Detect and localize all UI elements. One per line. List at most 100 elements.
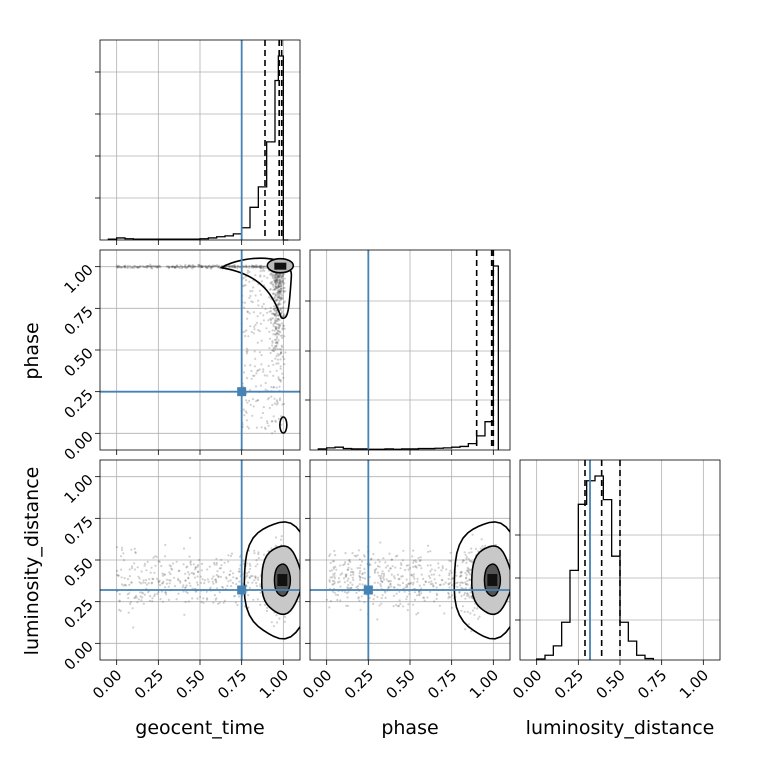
sample-point bbox=[233, 264, 236, 267]
sample-point bbox=[280, 280, 283, 283]
sample-point bbox=[211, 265, 215, 268]
sample-point bbox=[174, 265, 177, 268]
sample-point bbox=[247, 427, 250, 430]
sample-point bbox=[277, 317, 280, 320]
sample-point bbox=[276, 332, 279, 336]
sample-point bbox=[248, 312, 251, 315]
sample-point bbox=[389, 567, 392, 570]
sample-point bbox=[423, 583, 426, 586]
sample-point bbox=[229, 579, 232, 582]
sample-point bbox=[466, 579, 469, 583]
sample-point bbox=[206, 265, 209, 268]
sample-point bbox=[441, 566, 444, 570]
sample-point bbox=[375, 567, 378, 571]
sample-point bbox=[281, 274, 284, 277]
sample-point bbox=[463, 610, 466, 614]
sample-point bbox=[451, 594, 454, 597]
sample-point bbox=[461, 581, 464, 585]
sample-point bbox=[270, 547, 273, 550]
sample-point bbox=[124, 265, 127, 268]
sample-point bbox=[187, 265, 190, 268]
sample-point bbox=[270, 386, 273, 389]
sample-point bbox=[277, 362, 280, 365]
sample-point bbox=[409, 566, 412, 570]
sample-point bbox=[348, 559, 351, 563]
sample-point bbox=[128, 592, 131, 595]
sample-point bbox=[194, 566, 197, 569]
sample-point bbox=[257, 299, 260, 302]
sample-point bbox=[259, 270, 262, 273]
sample-point bbox=[355, 555, 358, 558]
sample-point bbox=[272, 625, 275, 628]
sample-point bbox=[334, 565, 337, 569]
sample-point bbox=[180, 265, 183, 268]
truth-marker bbox=[237, 585, 247, 595]
sample-point bbox=[245, 266, 249, 269]
sample-point bbox=[217, 264, 221, 267]
sample-point bbox=[277, 286, 280, 289]
sample-point bbox=[456, 564, 459, 567]
sample-point bbox=[277, 285, 280, 288]
sample-point bbox=[279, 379, 282, 382]
sample-point bbox=[228, 265, 231, 268]
sample-point bbox=[278, 397, 282, 400]
sample-point bbox=[420, 567, 423, 570]
sample-point bbox=[279, 289, 283, 293]
sample-point bbox=[244, 334, 247, 338]
sample-point bbox=[196, 581, 199, 584]
sample-point bbox=[270, 420, 273, 423]
sample-point bbox=[277, 296, 280, 299]
sample-point bbox=[220, 564, 223, 567]
sample-point bbox=[188, 264, 191, 267]
sample-point bbox=[205, 597, 209, 600]
sample-point bbox=[259, 293, 262, 296]
sample-point bbox=[126, 264, 130, 267]
sample-point bbox=[359, 576, 362, 579]
sample-point bbox=[273, 402, 276, 405]
sample-point bbox=[278, 399, 281, 402]
sample-point bbox=[277, 292, 280, 295]
sample-point bbox=[228, 573, 231, 576]
sample-point bbox=[267, 364, 270, 367]
sample-point bbox=[273, 307, 276, 310]
sample-point bbox=[331, 560, 334, 563]
sample-point bbox=[275, 274, 278, 277]
sample-point bbox=[374, 570, 377, 573]
sample-point bbox=[279, 324, 282, 327]
sample-point bbox=[258, 289, 261, 292]
sample-point bbox=[420, 592, 423, 595]
sample-point bbox=[281, 345, 284, 349]
sample-point bbox=[197, 265, 200, 268]
sample-point bbox=[129, 602, 132, 606]
sample-point bbox=[272, 346, 275, 349]
sample-point bbox=[200, 264, 203, 267]
sample-point bbox=[153, 265, 156, 268]
sample-point bbox=[275, 273, 278, 276]
sample-point bbox=[379, 585, 382, 588]
sample-point bbox=[245, 575, 248, 578]
sample-point bbox=[245, 377, 249, 380]
sample-point bbox=[277, 318, 280, 321]
sample-point bbox=[171, 266, 174, 269]
sample-point bbox=[274, 318, 277, 321]
contour-outer bbox=[219, 257, 293, 320]
sample-point bbox=[226, 584, 229, 588]
sample-point bbox=[275, 614, 278, 617]
sample-point bbox=[276, 358, 279, 361]
sample-point bbox=[223, 599, 226, 602]
sample-point bbox=[236, 265, 239, 268]
sample-point bbox=[479, 547, 482, 550]
sample-point bbox=[210, 265, 213, 268]
sample-point bbox=[258, 351, 261, 354]
sample-point bbox=[268, 330, 271, 333]
sample-point bbox=[465, 583, 468, 586]
sample-point bbox=[274, 319, 277, 323]
y-tick-label: 0.75 bbox=[60, 512, 96, 548]
sample-point bbox=[272, 312, 275, 315]
sample-point bbox=[212, 575, 215, 578]
sample-point bbox=[249, 389, 252, 392]
sample-point bbox=[481, 545, 484, 548]
sample-point bbox=[256, 399, 260, 402]
sample-point bbox=[168, 582, 171, 585]
sample-point bbox=[251, 414, 254, 417]
